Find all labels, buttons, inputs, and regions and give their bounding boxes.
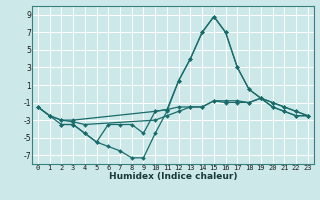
X-axis label: Humidex (Indice chaleur): Humidex (Indice chaleur) [108, 172, 237, 181]
